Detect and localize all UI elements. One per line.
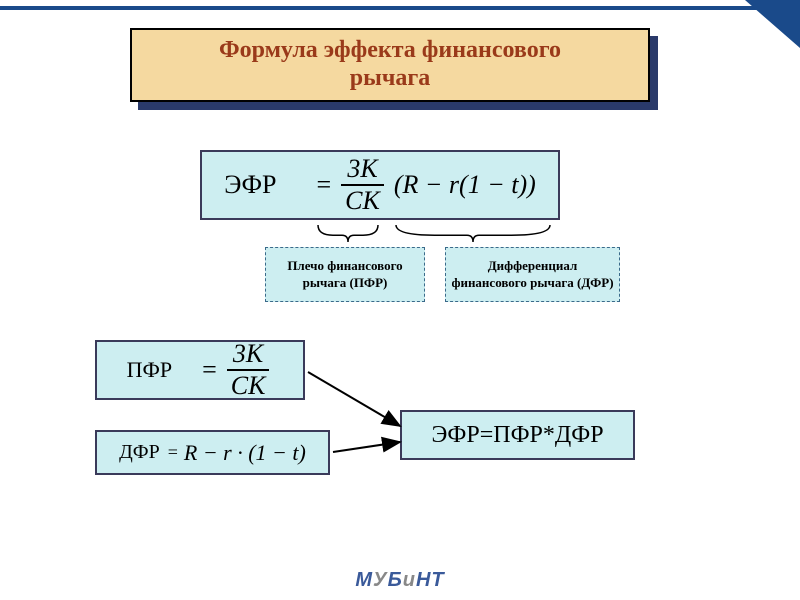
dfr-label-box: Дифференциал финансового рычага (ДФР): [445, 247, 620, 302]
footer-char-1: У: [373, 569, 388, 591]
brace-pfr-icon: [318, 225, 378, 242]
title-line1: Формула эффекта финансового: [219, 37, 561, 63]
main-frac-den: CK: [341, 186, 384, 216]
dfr-lhs: ДФР: [119, 441, 160, 464]
dfr-label-text: Дифференциал финансового рычага (ДФР): [450, 258, 615, 291]
top-stripe: [0, 6, 800, 10]
footer-char-3: и: [403, 569, 416, 591]
title-container: Формула эффекта финансового рычага: [130, 28, 650, 102]
equals-sign: =: [316, 170, 331, 200]
arrow-pfr-to-combined: [308, 372, 400, 426]
main-fraction: 3K CK: [341, 154, 384, 216]
main-frac-num: 3K: [341, 154, 384, 186]
pfr-frac-num: 3K: [227, 339, 270, 371]
title-box: Формула эффекта финансового рычага: [130, 28, 650, 102]
main-formula-box: ЭФР = 3K CK (R − r(1 − t)): [200, 150, 560, 220]
dfr-rhs: R − r · (1 − t): [184, 440, 306, 466]
main-tail: (R − r(1 − t)): [394, 170, 536, 200]
pfr-frac-den: CK: [227, 371, 270, 401]
pfr-formula-box: ПФР = 3K CK: [95, 340, 305, 400]
dfr-formula: ДФР = R − r · (1 − t): [119, 440, 306, 466]
main-formula: ЭФР = 3K CK (R − r(1 − t)): [224, 154, 536, 216]
dfr-formula-box: ДФР = R − r · (1 − t): [95, 430, 330, 475]
footer-char-5: Т: [431, 569, 444, 591]
footer-char-2: Б: [388, 569, 403, 591]
corner-triangle: [745, 0, 800, 48]
equals-sign: =: [168, 442, 178, 463]
pfr-label-box: Плечо финансового рычага (ПФР): [265, 247, 425, 302]
pfr-fraction: 3K CK: [227, 339, 270, 401]
pfr-label-text: Плечо финансового рычага (ПФР): [270, 258, 420, 291]
combined-formula: ЭФР=ПФР*ДФР: [431, 422, 603, 449]
footer-char-4: Н: [416, 569, 431, 591]
arrow-dfr-to-combined: [333, 442, 400, 452]
page-title: Формула эффекта финансового рычага: [219, 37, 561, 92]
combined-formula-box: ЭФР=ПФР*ДФР: [400, 410, 635, 460]
pfr-lhs: ПФР: [127, 357, 173, 383]
brace-dfr-icon: [396, 225, 550, 242]
main-lhs: ЭФР: [224, 170, 276, 200]
pfr-formula: ПФР = 3K CK: [127, 339, 274, 401]
footer-char-0: М: [355, 569, 373, 591]
title-line2: рычага: [350, 65, 431, 91]
footer-logo: МУБиНТ: [0, 569, 800, 592]
equals-sign: =: [202, 355, 217, 385]
